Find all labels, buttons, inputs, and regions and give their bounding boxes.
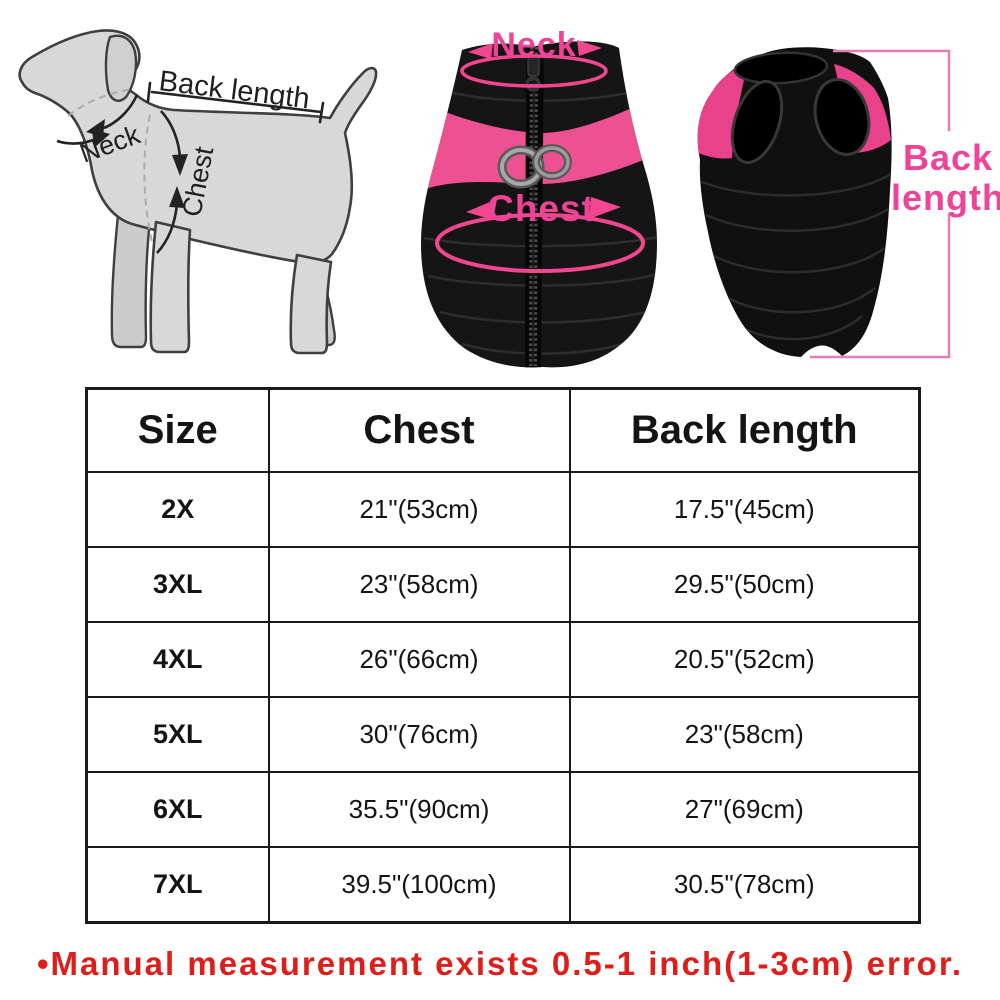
size-chart-table: Size Chest Back length 2X 21"(53cm) 17.5… [85,387,921,924]
dog-ear [104,34,138,102]
size-cell: 3XL [85,546,270,623]
size-cell: 7XL [85,846,270,924]
size-column-header: Size [85,387,270,473]
chest-cell: 23"(58cm) [267,546,571,623]
back-view-back-length-label-line2: length [891,177,1000,218]
size-cell: 5XL [85,696,270,773]
front-neck-label: Neck [491,26,576,64]
back-length-cell: 27"(69cm) [568,771,921,848]
front-chest-label: Chest [487,188,595,229]
measurement-error-note: •Manual measurement exists 0.5-1 inch(1-… [36,945,964,982]
size-cell: 2X [85,471,270,548]
neck-arrow [56,94,139,148]
collar-opening [733,51,829,85]
chest-arrowhead-right [589,197,621,219]
chest-cell: 35.5"(90cm) [267,771,571,848]
chest-column-header: Chest [267,387,571,473]
dog-leg-near-front [149,220,192,354]
back-view-back-length-label-line1: Back [903,137,993,178]
back-length-cell: 20.5"(52cm) [568,621,921,698]
vest-back-view: Back length [697,47,1000,359]
size-cell: 4XL [85,621,270,698]
armhole-left [730,79,784,165]
chest-ellipse [435,213,645,273]
chest-cell: 26"(66cm) [267,621,571,698]
dog-back-length-label: Back length [157,65,311,115]
chest-cell: 39.5"(100cm) [267,846,571,924]
neck-arrowhead-left [468,43,493,59]
back-length-bracket [810,49,951,359]
chest-annotation: Chest [435,188,645,273]
back-length-cell: 23"(58cm) [568,696,921,773]
chest-dashed-line [143,114,154,247]
table-row: 3XL 23"(58cm) 29.5"(50cm) [85,546,921,623]
chest-cell: 21"(53cm) [267,471,571,548]
size-cell: 6XL [85,771,270,848]
table-row: 2X 21"(53cm) 17.5"(45cm) [85,471,921,548]
back-length-tick-left [146,81,152,103]
dog-leg-far-front [110,213,152,349]
back-length-cell: 17.5"(45cm) [568,471,921,548]
d-ring [497,144,572,189]
back-length-column-header: Back length [568,387,921,473]
back-length-ruler [146,81,325,124]
table-row: 7XL 39.5"(100cm) 30.5"(78cm) [85,846,921,924]
table-row: 5XL 30"(76cm) 23"(58cm) [85,696,921,773]
dog-leg-near-hind [289,253,333,355]
chest-arrow [156,110,188,254]
back-length-cell: 30.5"(78cm) [568,846,921,924]
neck-ellipse [460,54,608,88]
table-row: 4XL 26"(66cm) 20.5"(52cm) [85,621,921,698]
table-row: 6XL 35.5"(90cm) 27"(69cm) [85,771,921,848]
chest-cell: 30"(76cm) [267,696,571,773]
back-length-tick-right [318,101,325,124]
chest-arrowhead-left [466,199,497,220]
neck-dashed-line [67,88,135,117]
neck-arrowhead-right [577,40,602,56]
vest-front-view: Neck Chest [421,26,657,368]
table-header-row: Size Chest Back length [85,387,921,473]
quilt-seams-back [701,172,892,341]
dog-measurement-diagram: Back length Neck Chest [18,29,378,355]
back-length-cell: 29.5"(50cm) [568,546,921,623]
neck-annotation: Neck [460,26,608,88]
armhole-right [813,78,871,156]
vest-zipper [525,44,544,368]
